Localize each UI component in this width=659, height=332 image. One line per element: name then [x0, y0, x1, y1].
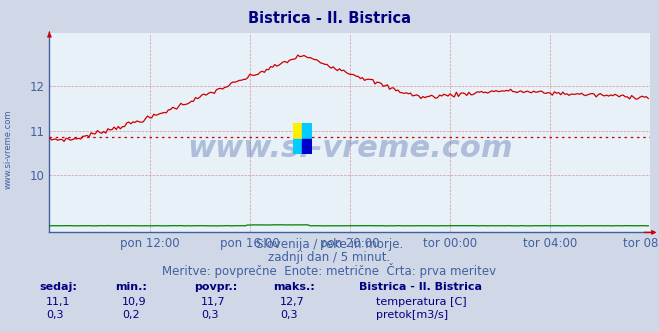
Text: min.:: min.: — [115, 282, 147, 292]
Text: 12,7: 12,7 — [280, 297, 305, 307]
Text: maks.:: maks.: — [273, 282, 315, 292]
Text: www.si-vreme.com: www.si-vreme.com — [3, 110, 13, 189]
Bar — [302, 123, 312, 139]
Bar — [293, 139, 302, 154]
Text: Slovenija / reke in morje.: Slovenija / reke in morje. — [256, 237, 403, 251]
Text: 11,7: 11,7 — [201, 297, 225, 307]
Text: 0,2: 0,2 — [122, 310, 140, 320]
Text: 0,3: 0,3 — [46, 310, 64, 320]
Text: 11,1: 11,1 — [46, 297, 71, 307]
Text: Meritve: povprečne  Enote: metrične  Črta: prva meritev: Meritve: povprečne Enote: metrične Črta:… — [162, 263, 497, 278]
Text: 0,3: 0,3 — [280, 310, 298, 320]
Text: temperatura [C]: temperatura [C] — [376, 297, 467, 307]
Text: Bistrica - Il. Bistrica: Bistrica - Il. Bistrica — [359, 282, 482, 292]
Bar — [293, 123, 302, 139]
Text: povpr.:: povpr.: — [194, 282, 238, 292]
Text: sedaj:: sedaj: — [40, 282, 77, 292]
Text: 0,3: 0,3 — [201, 310, 219, 320]
Text: www.si-vreme.com: www.si-vreme.com — [187, 134, 513, 163]
Text: zadnji dan / 5 minut.: zadnji dan / 5 minut. — [268, 251, 391, 264]
Text: 10,9: 10,9 — [122, 297, 146, 307]
Bar — [302, 139, 312, 154]
Text: pretok[m3/s]: pretok[m3/s] — [376, 310, 447, 320]
Text: Bistrica - Il. Bistrica: Bistrica - Il. Bistrica — [248, 11, 411, 26]
